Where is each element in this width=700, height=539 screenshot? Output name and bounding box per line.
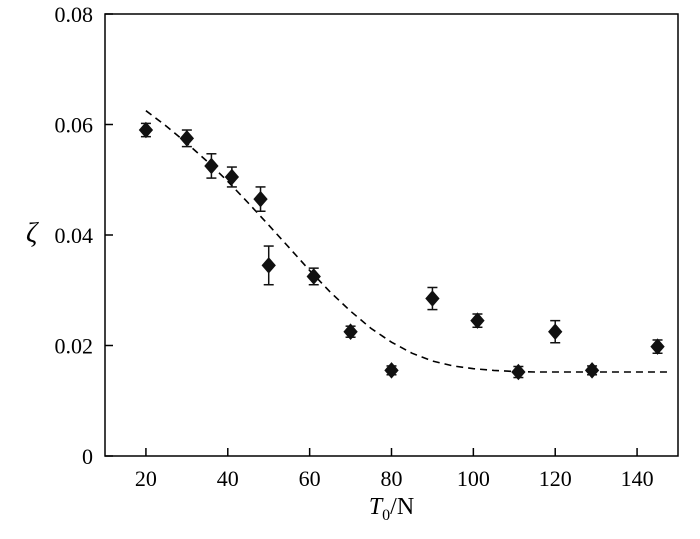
x-tick-label: 20 (135, 466, 157, 491)
x-tick-label: 40 (217, 466, 239, 491)
y-tick-label: 0 (82, 444, 93, 469)
y-tick-label: 0.04 (55, 223, 94, 248)
data-point-diamond (548, 323, 563, 340)
y-tick-label: 0.06 (55, 113, 94, 138)
data-point-diamond (138, 121, 154, 139)
data-point-diamond (425, 290, 440, 307)
x-axis-label-unit: /N (390, 494, 415, 520)
y-tick-label: 0.08 (55, 2, 94, 27)
x-tick-label: 60 (299, 466, 321, 491)
x-tick-label: 120 (539, 466, 572, 491)
data-point-diamond (650, 338, 665, 355)
data-point-diamond (470, 312, 485, 329)
data-point-diamond (204, 157, 219, 175)
x-tick-label: 80 (381, 466, 403, 491)
axes-frame (104, 13, 679, 457)
x-tick-label: 140 (621, 466, 654, 491)
data-point-diamond (253, 190, 268, 208)
data-point-diamond (384, 362, 399, 379)
data-point-diamond (584, 362, 600, 379)
x-tick-label: 100 (457, 466, 490, 491)
data-point-diamond (179, 130, 195, 147)
y-tick-label: 0.02 (55, 334, 94, 359)
data-point-diamond (511, 363, 526, 381)
x-axis-label-symbol: T (368, 494, 383, 520)
y-axis-label: ζ (26, 218, 38, 249)
data-point-diamond (261, 257, 276, 274)
x-axis-label-subscript: 0 (382, 506, 391, 524)
fit-curve (145, 110, 670, 373)
x-axis-label: T0/N (105, 494, 678, 525)
data-point-diamond (224, 168, 240, 186)
data-point-diamond (306, 268, 321, 285)
data-point-diamond (343, 323, 358, 340)
